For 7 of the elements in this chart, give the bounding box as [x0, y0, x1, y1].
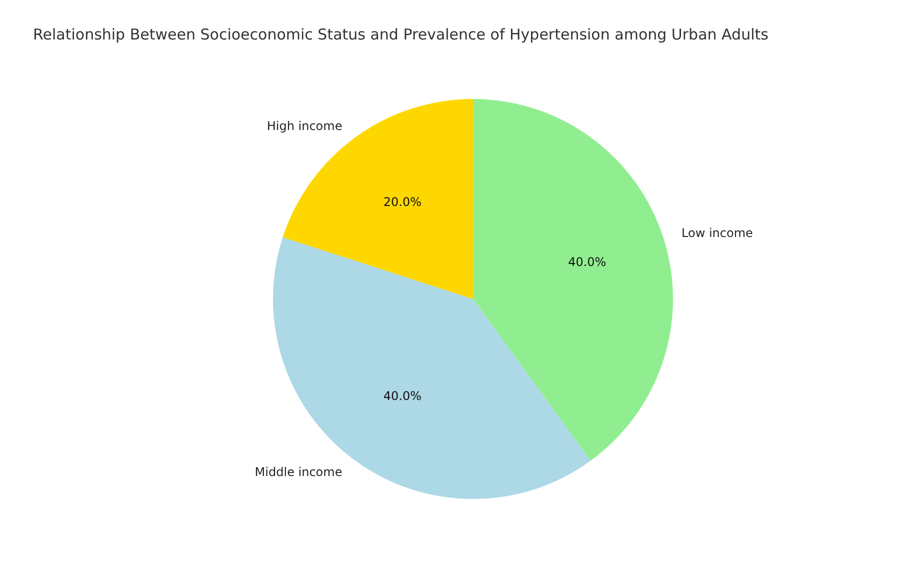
data-label: 40.0%	[568, 254, 606, 269]
data-label: 20.0%	[383, 194, 422, 209]
data-label: 40.0%	[383, 389, 422, 404]
chart-title: Relationship Between Socioeconomic Status and Prevalence of Hypertension among Urban Adults	[33, 26, 769, 44]
slice-label: Middle income	[254, 465, 342, 480]
slice-label: High income	[266, 118, 342, 133]
slice-label: Low income	[682, 226, 753, 240]
